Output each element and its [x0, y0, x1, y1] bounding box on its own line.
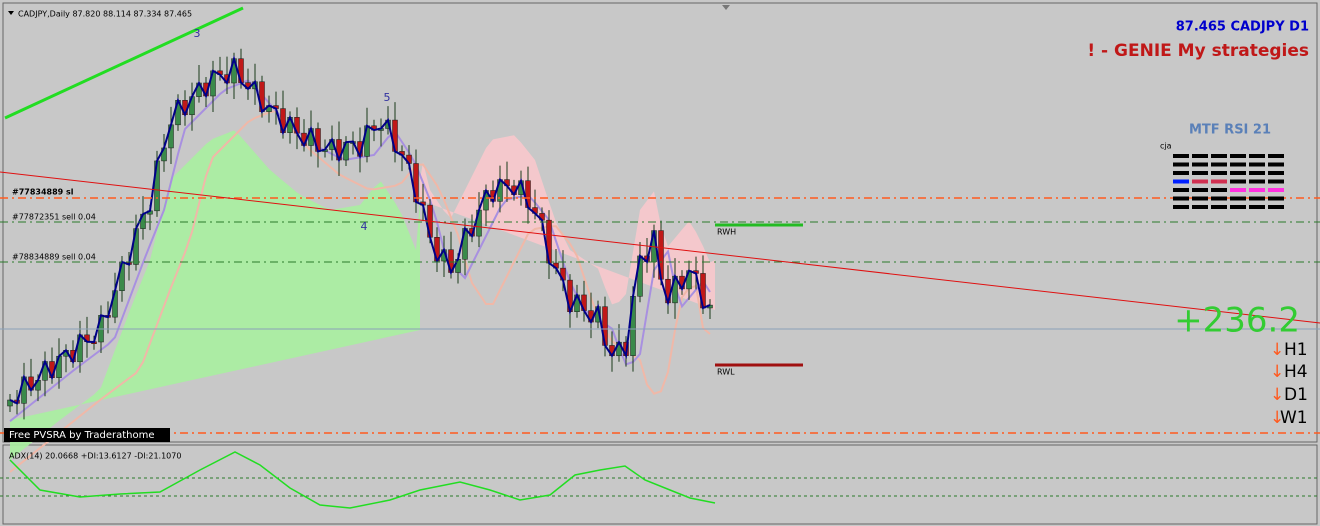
rsi-cell: [1211, 205, 1227, 209]
rsi-cell: [1230, 188, 1246, 192]
rsi-cell: [1268, 188, 1284, 192]
rsi-cell: [1249, 154, 1265, 158]
rsi-cell: [1192, 154, 1208, 158]
ma-fast: [9, 55, 711, 405]
down-arrow: ↓: [1270, 362, 1284, 382]
timeframe-list: ↓ H1 ↓ H4 ↓ D1 ↓ W1: [1270, 340, 1308, 428]
rsi-cell: [1230, 196, 1246, 201]
rwh-label: RWH: [717, 228, 736, 237]
rsi-cell: [1173, 162, 1189, 167]
rsi-cell: [1230, 205, 1246, 209]
timeframe: H1: [1284, 340, 1308, 360]
cloud-green: [10, 130, 420, 460]
rsi-cell: [1173, 188, 1189, 192]
rsi-cell: [1230, 171, 1246, 175]
rsi-cell: [1268, 205, 1284, 209]
rsi-cell: [1249, 188, 1265, 192]
rsi-cell: [1192, 188, 1208, 192]
rsi-title: MTF RSI 21: [1189, 123, 1271, 138]
indicator-frame: [2, 444, 1318, 525]
rsi-cell: [1192, 171, 1208, 175]
rsi-cell: [1268, 171, 1284, 175]
order-label: #78834889 sell 0.04: [12, 253, 96, 262]
rsi-cell: [1249, 162, 1265, 167]
rsi-cell: [1230, 162, 1246, 167]
footer-label: Free PVSRA by Traderathome: [9, 430, 155, 441]
rsi-cell: [1249, 205, 1265, 209]
rsi-cell: [1268, 179, 1284, 184]
trend-line: [4, 6, 244, 120]
rsi-cell: [1249, 171, 1265, 175]
rsi-cell: [1192, 205, 1208, 209]
order-label: #77834889 sl: [12, 188, 74, 197]
rsi-cell: [1192, 179, 1208, 184]
rsi-cell: [1249, 179, 1265, 184]
rsi-cell: [1173, 196, 1189, 201]
rwl-label: RWL: [717, 368, 735, 377]
rsi-cell: [1230, 154, 1246, 158]
rsi-cell: [1211, 162, 1227, 167]
rsi-cell: [1192, 196, 1208, 201]
scroll-marker: [722, 5, 730, 10]
rsi-cell: [1211, 171, 1227, 175]
indicator-label: ADX(14) 20.0668 +DI:13.6127 -DI:21.1070: [9, 452, 181, 461]
timeframe: D1: [1284, 385, 1308, 405]
adx-line: [9, 451, 716, 509]
rsi-grid: [1173, 154, 1284, 209]
footer-bg: [4, 428, 170, 442]
trend-line: [0, 171, 1320, 324]
order-label: #77872351 sell 0.04: [12, 213, 96, 222]
ma-slow: [9, 110, 711, 473]
price-symbol: 87.465 CADJPY D1: [1176, 20, 1309, 35]
wave-label: 3: [194, 27, 201, 40]
chart-layer: [7, 48, 715, 473]
wave-label: 5: [384, 91, 391, 104]
rsi-cell: [1230, 179, 1246, 184]
rsi-cell: [1173, 205, 1189, 209]
timeframe: W1: [1280, 408, 1308, 428]
rsi-cell: [1173, 179, 1189, 184]
strategy-name: ! - GENIE My strategies: [1087, 41, 1309, 61]
timeframe: H4: [1284, 362, 1308, 382]
rsi-cell: [1268, 196, 1284, 201]
rsi-cell: [1211, 179, 1227, 184]
rsi-cell: [1211, 154, 1227, 158]
rsi-cell: [1268, 162, 1284, 167]
rsi-cell: [1173, 154, 1189, 158]
rsi-cell: [1249, 196, 1265, 201]
down-arrow: ↓: [1270, 385, 1284, 405]
rsi-cell: [1268, 154, 1284, 158]
down-arrow: ↓: [1270, 340, 1284, 360]
rsi-cell: [1192, 162, 1208, 167]
rsi-cell: [1173, 171, 1189, 175]
menu-arrow: [8, 11, 14, 15]
rsi-cell: [1211, 196, 1227, 201]
wave-label: 4: [361, 220, 368, 233]
profit: +236.2: [1174, 301, 1300, 341]
rsi-author: cja: [1160, 142, 1172, 151]
symbol-info: CADJPY,Daily 87.820 88.114 87.334 87.465: [18, 10, 192, 19]
down-arrow: ↓: [1270, 408, 1284, 428]
rsi-cell: [1211, 188, 1227, 192]
